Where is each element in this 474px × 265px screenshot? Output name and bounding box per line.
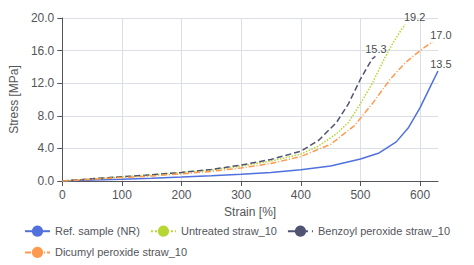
svg-text:20.0: 20.0 — [31, 11, 55, 25]
svg-text:0.0: 0.0 — [38, 174, 55, 188]
svg-text:400: 400 — [291, 188, 311, 202]
svg-text:16.0: 16.0 — [31, 44, 55, 58]
svg-text:19.2: 19.2 — [404, 11, 425, 23]
svg-text:500: 500 — [350, 188, 370, 202]
svg-text:600: 600 — [410, 188, 430, 202]
svg-text:Dicumyl peroxide straw_10: Dicumyl peroxide straw_10 — [55, 246, 187, 258]
svg-text:13.5: 13.5 — [430, 58, 451, 70]
svg-text:Untreated straw_10: Untreated straw_10 — [181, 225, 277, 237]
svg-text:Benzoyl peroxide straw_10: Benzoyl peroxide straw_10 — [318, 225, 450, 237]
svg-text:15.3: 15.3 — [365, 43, 386, 55]
svg-text:17.0: 17.0 — [430, 29, 451, 41]
svg-text:300: 300 — [231, 188, 251, 202]
svg-text:100: 100 — [112, 188, 132, 202]
svg-text:8.0: 8.0 — [38, 109, 55, 123]
svg-text:12.0: 12.0 — [31, 76, 55, 90]
svg-text:200: 200 — [172, 188, 192, 202]
svg-text:Ref. sample (NR): Ref. sample (NR) — [55, 225, 140, 237]
svg-text:Strain [%]: Strain [%] — [224, 205, 276, 219]
svg-text:4.0: 4.0 — [38, 141, 55, 155]
svg-text:Stress [MPa]: Stress [MPa] — [7, 65, 21, 134]
svg-text:0: 0 — [59, 188, 66, 202]
